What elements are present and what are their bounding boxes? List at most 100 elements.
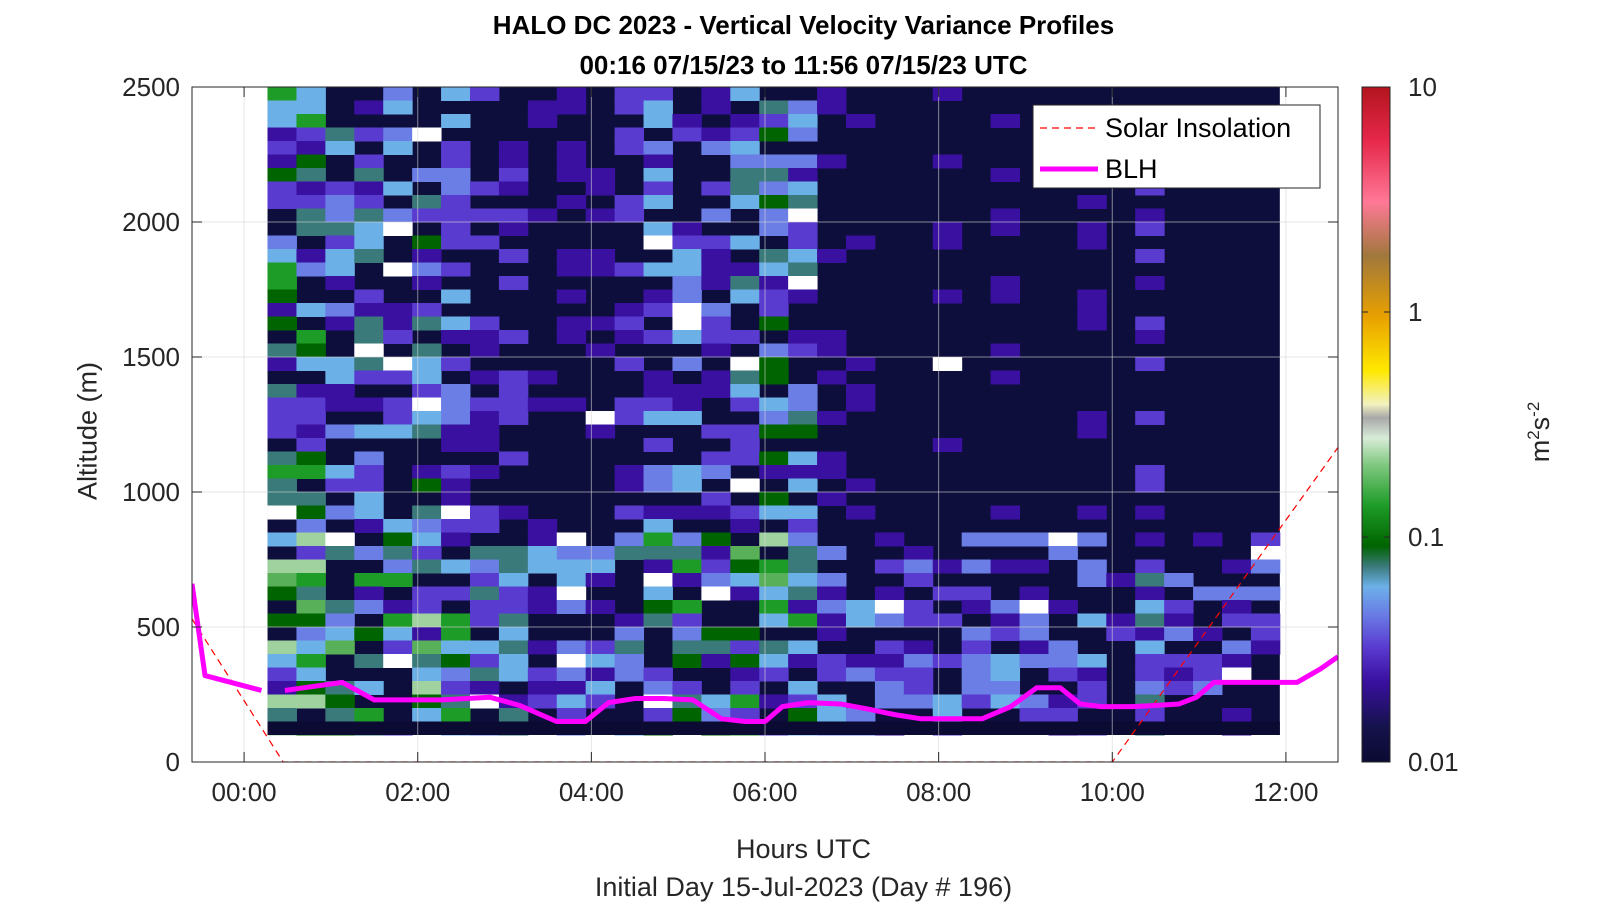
colorbar-label: m2s-2 — [1524, 401, 1555, 463]
colorbar-tick-label: 0.01 — [1408, 747, 1459, 777]
heatmap-cell — [730, 505, 760, 520]
heatmap-cell — [1135, 532, 1165, 547]
heatmap-cell — [325, 424, 355, 439]
heatmap-cell — [730, 519, 760, 533]
heatmap-cell — [788, 613, 818, 628]
heatmap-cell — [383, 600, 413, 614]
heatmap-cell — [383, 222, 413, 236]
heatmap-cell — [267, 100, 297, 115]
heatmap-cell — [325, 708, 355, 722]
heatmap-cell — [383, 640, 413, 655]
heatmap-cell — [817, 708, 847, 722]
heatmap-cell — [874, 654, 905, 668]
heatmap-cell — [1135, 559, 1165, 574]
heatmap-cell — [585, 681, 616, 695]
heatmap-cell — [469, 424, 500, 439]
heatmap-cell — [267, 357, 297, 371]
legend-label: Solar Insolation — [1105, 113, 1291, 143]
chart-subtitle: 00:16 07/15/23 to 11:56 07/15/23 UTC — [579, 50, 1028, 80]
heatmap-cell — [354, 451, 384, 466]
heatmap-cell — [701, 276, 731, 290]
heatmap-cell — [441, 559, 471, 574]
heatmap-cell — [498, 411, 529, 425]
heatmap-cell — [701, 343, 731, 358]
heatmap-cell — [527, 600, 558, 614]
heatmap-cell — [643, 546, 673, 560]
heatmap-cell — [354, 546, 384, 560]
heatmap-cell — [788, 451, 818, 466]
heatmap-cell — [267, 694, 297, 709]
heatmap-cell — [788, 478, 818, 493]
heatmap-cell — [817, 370, 847, 385]
heatmap-cell — [759, 397, 789, 412]
heatmap-cell — [672, 397, 702, 412]
heatmap-cell — [990, 532, 1021, 547]
heatmap-cell — [701, 141, 731, 155]
heatmap-cell — [730, 640, 760, 655]
heatmap-cell — [296, 411, 326, 425]
heatmap-cell — [412, 627, 442, 641]
heatmap-cell — [672, 640, 702, 655]
heatmap-cell — [354, 424, 384, 439]
heatmap-cell — [441, 411, 471, 425]
x-tick-label: 00:00 — [212, 777, 277, 807]
heatmap-cell — [441, 397, 471, 412]
heatmap-cell — [498, 586, 529, 601]
heatmap-cell — [759, 654, 789, 668]
heatmap-cell — [759, 492, 789, 506]
legend: Solar Insolation BLH — [1032, 104, 1321, 189]
heatmap-cell — [672, 613, 702, 628]
heatmap-cell — [267, 384, 297, 398]
heatmap-cell — [498, 330, 529, 344]
heatmap-cell — [874, 640, 905, 655]
heatmap-cell — [932, 559, 963, 574]
heatmap-cell — [267, 114, 297, 128]
heatmap-cell — [874, 559, 905, 574]
heatmap-cell — [1077, 289, 1107, 304]
heatmap-cell — [845, 397, 876, 412]
heatmap-cell — [354, 586, 384, 601]
heatmap-cell — [990, 114, 1021, 128]
heatmap-cell — [441, 114, 471, 128]
heatmap-cell — [1019, 600, 1049, 614]
heatmap-cell — [730, 559, 760, 574]
heatmap-cell — [990, 627, 1021, 641]
heatmap-cell — [1221, 559, 1252, 574]
heatmap-cell — [1250, 546, 1281, 560]
heatmap-cell — [441, 532, 471, 547]
heatmap-cell — [412, 249, 442, 263]
heatmap-cell — [759, 316, 789, 331]
heatmap-cell — [1019, 627, 1049, 641]
heatmap-cell — [354, 573, 384, 587]
heatmap-cell — [441, 586, 471, 601]
heatmap-cell — [354, 303, 384, 317]
heatmap-cell — [296, 127, 326, 142]
heatmap-cell — [788, 532, 818, 547]
heatmap-cell — [354, 235, 384, 250]
heatmap-cell — [354, 708, 384, 722]
heatmap-cell — [1135, 276, 1165, 290]
heatmap-cell — [730, 667, 760, 682]
heatmap-cell — [296, 451, 326, 466]
heatmap-cell — [325, 195, 355, 209]
heatmap-cell — [701, 208, 731, 223]
heatmap-cell — [817, 87, 847, 101]
heatmap-cell — [469, 411, 500, 425]
heatmap-cell — [614, 127, 645, 142]
heatmap-cell — [412, 519, 442, 533]
heatmap-cell — [296, 600, 326, 614]
heatmap-cell — [441, 519, 471, 533]
heatmap-cell — [759, 127, 789, 142]
heatmap-cell — [1221, 586, 1252, 601]
heatmap-cell — [932, 613, 963, 628]
heatmap-cell — [672, 262, 702, 277]
heatmap-cell — [325, 262, 355, 277]
heatmap-cell — [1135, 330, 1165, 344]
heatmap-cell — [267, 262, 297, 277]
heatmap-cell — [325, 181, 355, 196]
heatmap-cell — [643, 667, 673, 682]
heatmap-cell — [643, 87, 673, 101]
heatmap-cell — [383, 100, 413, 115]
heatmap-cell — [441, 438, 471, 452]
